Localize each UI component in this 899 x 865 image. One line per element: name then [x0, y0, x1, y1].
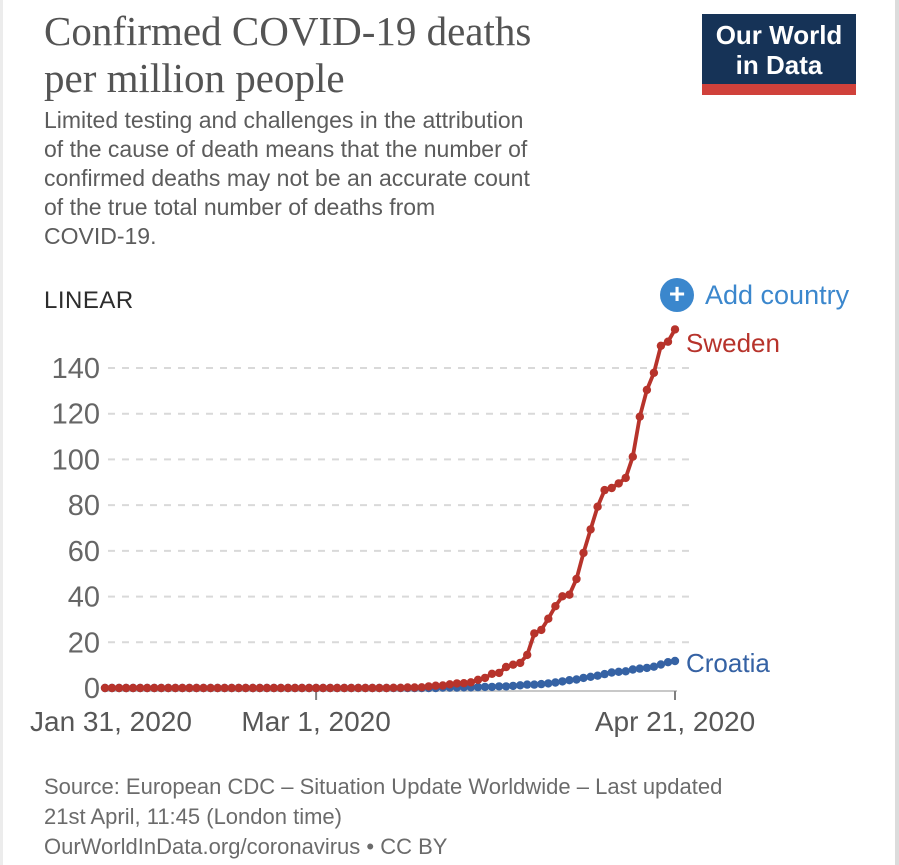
chart-title: Confirmed COVID-19 deaths per million pe…	[44, 8, 532, 101]
left-edge-border	[0, 0, 3, 865]
x-axis-tick-label: Apr 21, 2020	[595, 706, 755, 737]
series-sweden[interactable]	[100, 325, 680, 693]
owid-logo-text: Our World in Data	[715, 20, 843, 80]
y-axis-tick-label: 140	[52, 353, 100, 385]
scale-toggle-linear[interactable]: LINEAR	[44, 287, 134, 314]
series-label-croatia[interactable]: Croatia	[686, 648, 770, 679]
series-label-sweden[interactable]: Sweden	[686, 327, 780, 358]
plus-icon: +	[660, 278, 694, 312]
source-attribution: Source: European CDC – Situation Update …	[44, 774, 723, 859]
chart-subtitle: Limited testing and challenges in the at…	[44, 107, 530, 249]
owid-logo[interactable]: Our World in Data	[702, 14, 856, 95]
y-axis-tick-label: 100	[52, 444, 100, 476]
x-axis-tick-label: Jan 31, 2020	[30, 706, 192, 737]
add-country-label: Add country	[705, 279, 850, 310]
y-axis-tick-label: 0	[84, 673, 100, 705]
y-axis-tick-label: 20	[68, 627, 100, 659]
y-axis-tick-label: 80	[68, 490, 100, 522]
y-axis-tick-label: 120	[52, 399, 100, 431]
right-edge-border	[895, 0, 899, 865]
add-country-button[interactable]: + Add country	[660, 278, 849, 312]
x-axis-tick-label: Mar 1, 2020	[241, 706, 390, 737]
y-axis-tick-label: 60	[68, 536, 100, 568]
y-axis-tick-label: 40	[68, 582, 100, 614]
